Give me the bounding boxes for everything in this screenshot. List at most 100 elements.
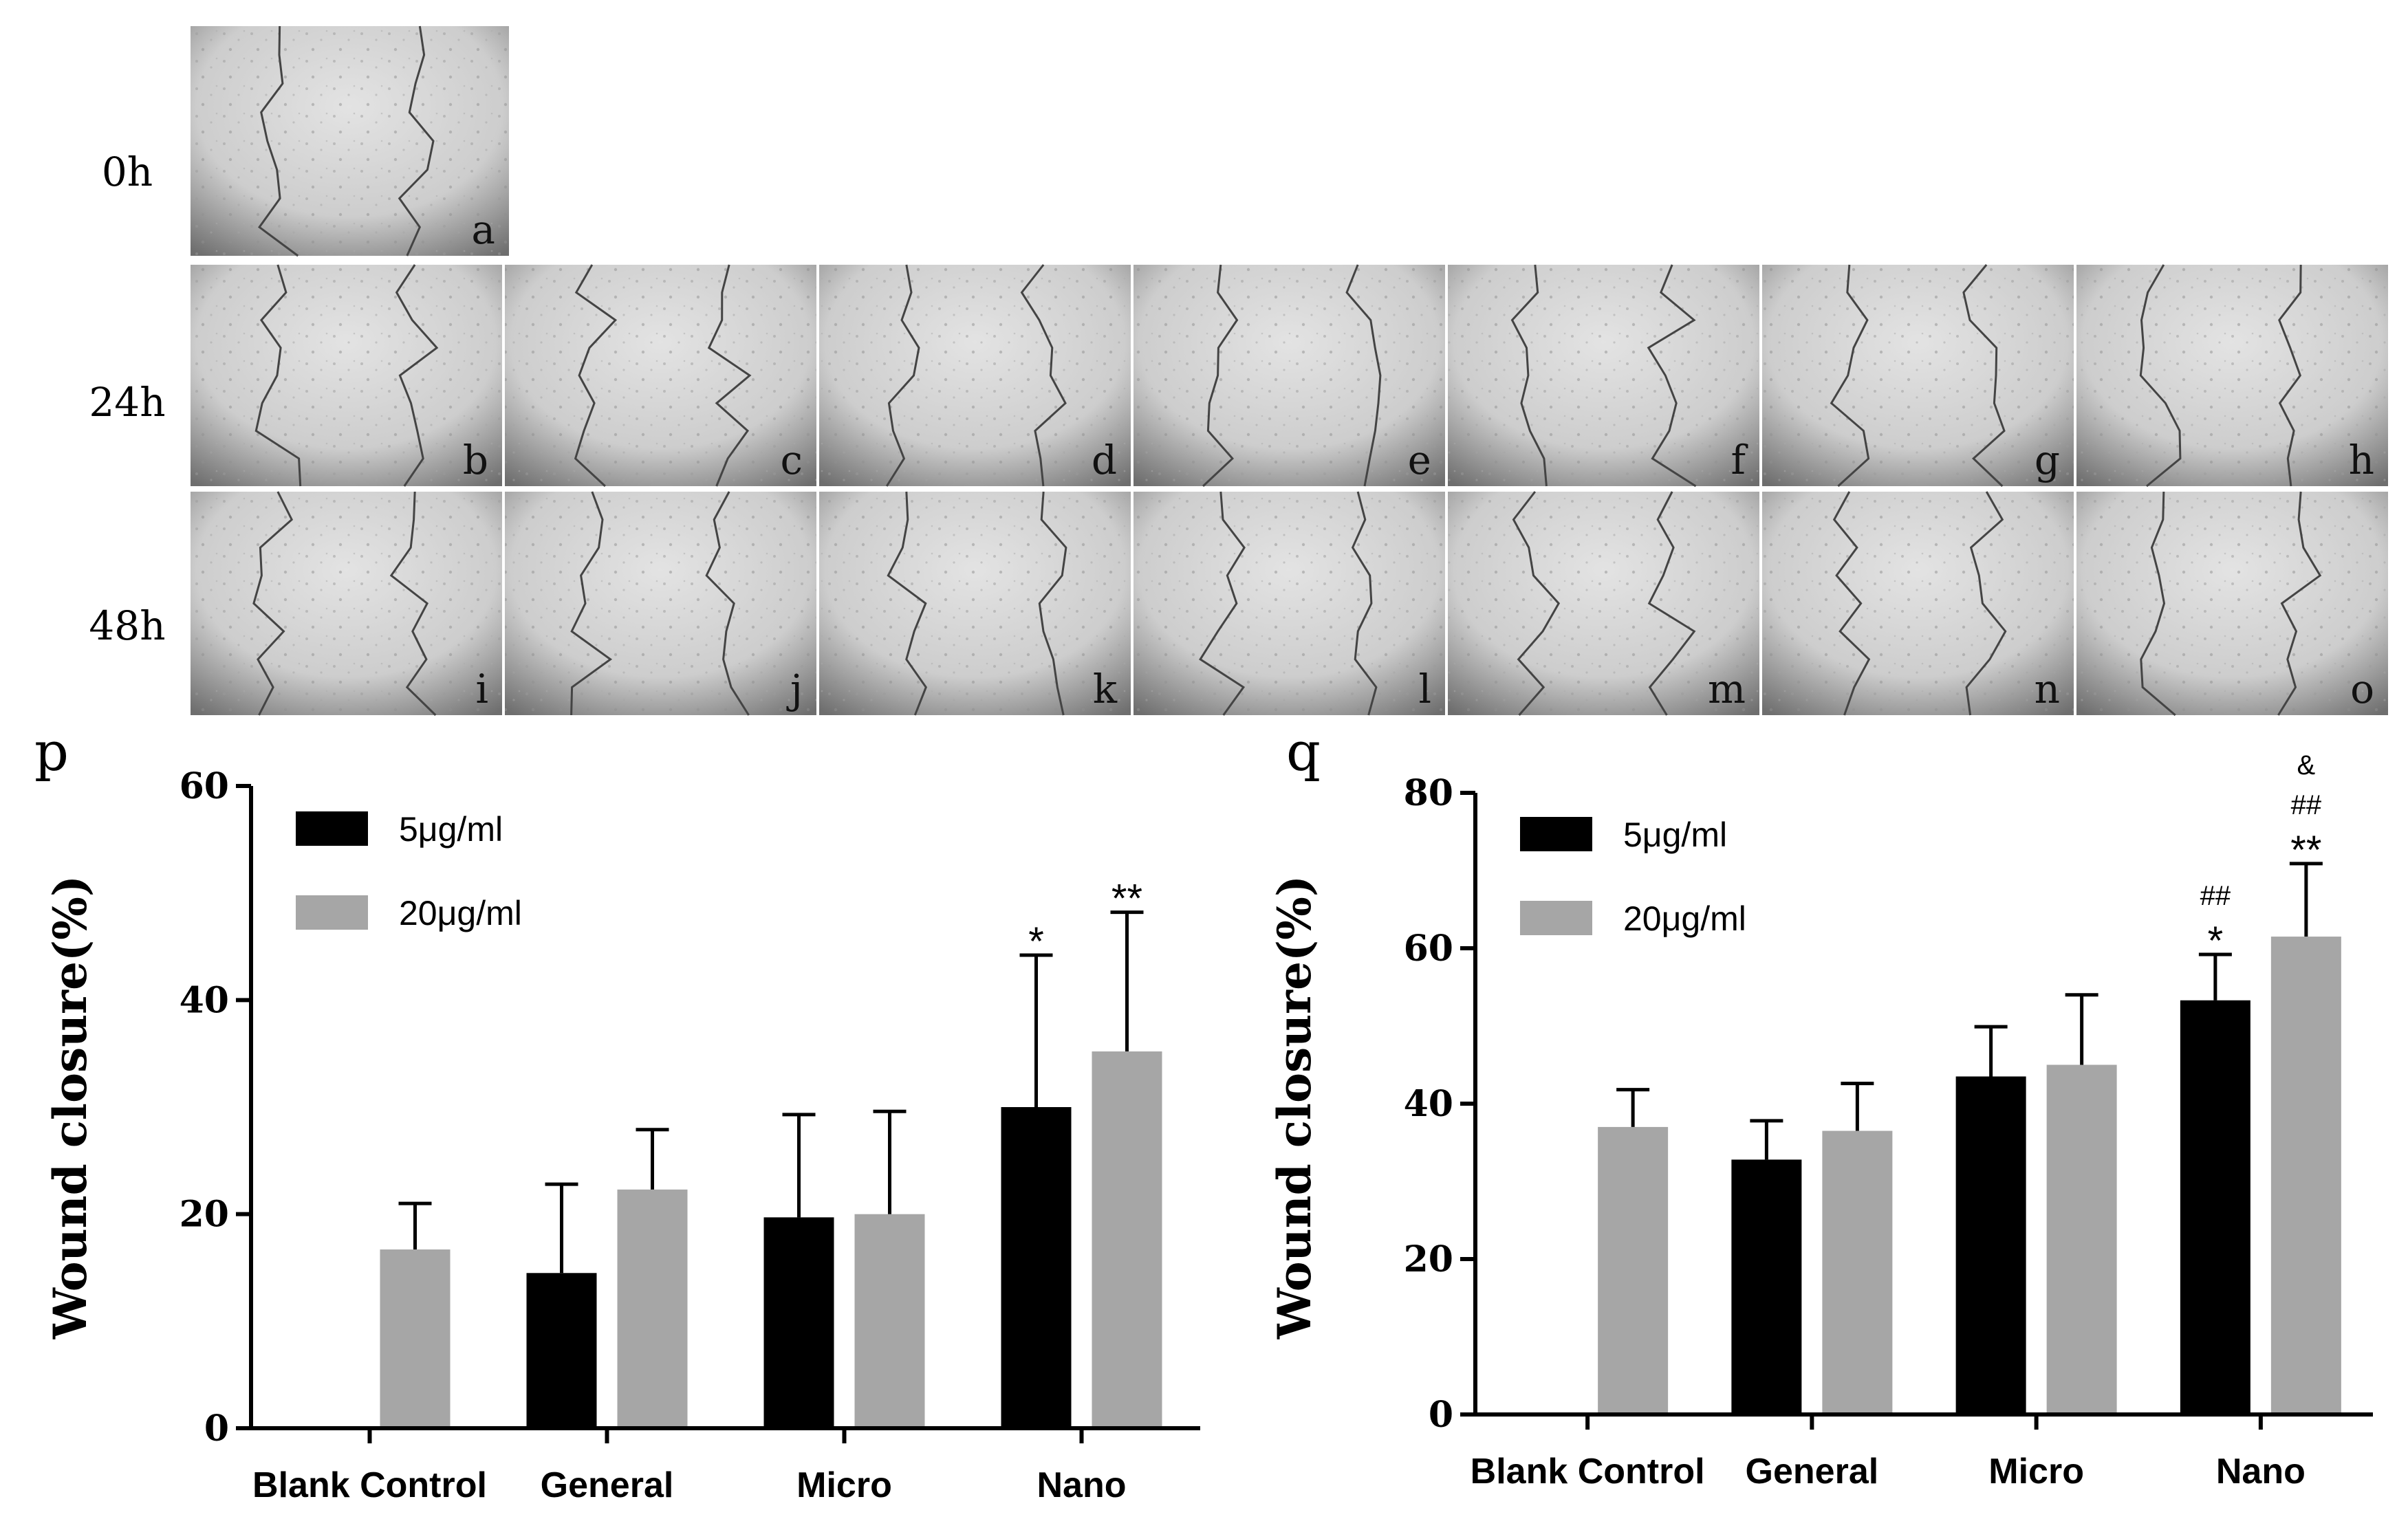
micrograph-letter: h — [2349, 437, 2374, 483]
micrograph-texture — [1134, 265, 1445, 486]
panel-label-q: q — [1286, 721, 1321, 783]
y-tick-label: 80 — [1404, 772, 1453, 814]
wound-edge-left — [1832, 491, 1871, 716]
wound-edge-left — [2139, 264, 2182, 488]
wound-edge-left — [1830, 264, 1870, 488]
micrograph-texture — [1134, 492, 1445, 715]
x-tick-label: Blank Control — [252, 1465, 487, 1505]
y-tick-label: 40 — [1404, 1083, 1453, 1125]
bar — [1001, 1107, 1072, 1428]
wound-edge-left — [574, 264, 618, 488]
legend-swatch-20 — [1520, 901, 1592, 935]
micrograph-e: e — [1134, 264, 1445, 488]
bars-p: *** — [380, 877, 1162, 1428]
bar — [1955, 1076, 2026, 1414]
legend-label-5: 5μg/ml — [1623, 816, 1727, 854]
bar — [2270, 937, 2341, 1414]
significance-mark: ## — [2291, 790, 2322, 820]
bars-q: ## * & ## ** — [1598, 750, 2341, 1414]
x-tick-label: Blank Control — [1471, 1452, 1705, 1491]
wound-edge-right — [1020, 264, 1067, 487]
wound-edge-right — [389, 491, 437, 717]
micrograph-j: j — [505, 491, 816, 716]
wound-edge-left — [1512, 491, 1561, 716]
bar — [526, 1273, 597, 1428]
micrograph-letter: m — [1708, 666, 1746, 712]
wound-edge-left — [1510, 264, 1548, 487]
micrograph-letter: c — [781, 437, 803, 483]
x-tick-label: Nano — [1037, 1465, 1127, 1505]
significance-mark: * — [1028, 919, 1044, 964]
micrograph-n: n — [1762, 491, 2074, 716]
wound-edge-right — [705, 491, 750, 716]
bar — [380, 1249, 451, 1428]
bar — [2180, 1000, 2250, 1414]
micrograph-f: f — [1448, 264, 1759, 488]
wound-edge-right — [2278, 264, 2302, 487]
wound-edge-left — [258, 25, 299, 257]
y-tick-label: 0 — [1429, 1394, 1453, 1436]
micrograph-l: l — [1134, 491, 1445, 716]
y-tick-label: 20 — [180, 1194, 229, 1236]
x-tick-label: Micro — [796, 1465, 892, 1505]
y-tick-label: 20 — [1404, 1238, 1453, 1280]
micrograph-texture — [1762, 265, 2074, 486]
bar — [2046, 1064, 2117, 1414]
bar — [854, 1214, 925, 1428]
micrograph-i: i — [191, 491, 502, 717]
bar — [617, 1189, 688, 1428]
bar — [1092, 1051, 1162, 1428]
wound-edge-left — [1202, 264, 1239, 488]
y-axis-label-p: Wound closure(%) — [43, 875, 97, 1340]
micrograph-texture — [1762, 492, 2074, 715]
micrograph-m: m — [1448, 491, 1759, 716]
bar — [1731, 1159, 1802, 1414]
wound-edge-left — [885, 264, 920, 487]
micrograph-letter: l — [1418, 666, 1431, 712]
micrograph-letter: d — [1092, 437, 1117, 483]
micrograph-texture — [819, 492, 1131, 715]
micrograph-letter: i — [475, 666, 488, 712]
micrograph-texture — [2076, 492, 2388, 715]
legend-swatch-5 — [296, 811, 368, 846]
y-tick-label: 60 — [1404, 928, 1453, 970]
x-tick-label: Nano — [2216, 1452, 2306, 1491]
wound-edge-left — [570, 491, 613, 716]
legend-q: 5μg/ml 20μg/ml — [1520, 816, 1746, 938]
micrograph-texture — [191, 265, 502, 486]
micrograph-grid: a b c d e f g h i j k l m n o — [191, 25, 2388, 717]
panel-label-p: p — [34, 721, 69, 783]
micrograph-letter: o — [2350, 666, 2374, 712]
x-tick-label: General — [541, 1465, 674, 1505]
significance-mark: & — [2297, 750, 2316, 780]
legend-swatch-5 — [1520, 817, 1592, 851]
micrograph-letter: g — [2035, 437, 2060, 483]
wound-edge-right — [1351, 491, 1378, 716]
legend-p: 5μg/ml 20μg/ml — [296, 810, 522, 932]
wound-edge-right — [1647, 264, 1697, 488]
micrograph-k: k — [819, 491, 1131, 716]
axes-q: 0 20 40 60 80 Blank Control General Micro Nano — [1404, 772, 2373, 1491]
micrograph-texture — [1448, 265, 1759, 486]
y-tick-label: 60 — [180, 765, 229, 807]
micrograph-o: o — [2076, 491, 2388, 717]
wound-edge-right — [398, 25, 435, 256]
legend-label-20: 20μg/ml — [399, 894, 522, 932]
wound-edge-right — [1962, 264, 2006, 488]
significance-mark: ** — [1111, 877, 1142, 921]
micrograph-texture — [505, 492, 816, 715]
significance-mark: * — [2208, 919, 2224, 963]
micrograph-letter: a — [471, 206, 495, 253]
bar — [763, 1217, 834, 1428]
legend-swatch-20 — [296, 895, 368, 930]
micrograph-b: b — [191, 264, 502, 487]
legend-label-20: 20μg/ml — [1623, 899, 1746, 938]
wound-edge-left — [1199, 491, 1246, 716]
wound-edge-left — [2140, 491, 2176, 717]
significance-mark: ## — [2200, 881, 2231, 911]
row-label-0h: 0h — [102, 149, 153, 195]
micrograph-a: a — [191, 25, 509, 257]
micrograph-texture — [191, 26, 509, 256]
